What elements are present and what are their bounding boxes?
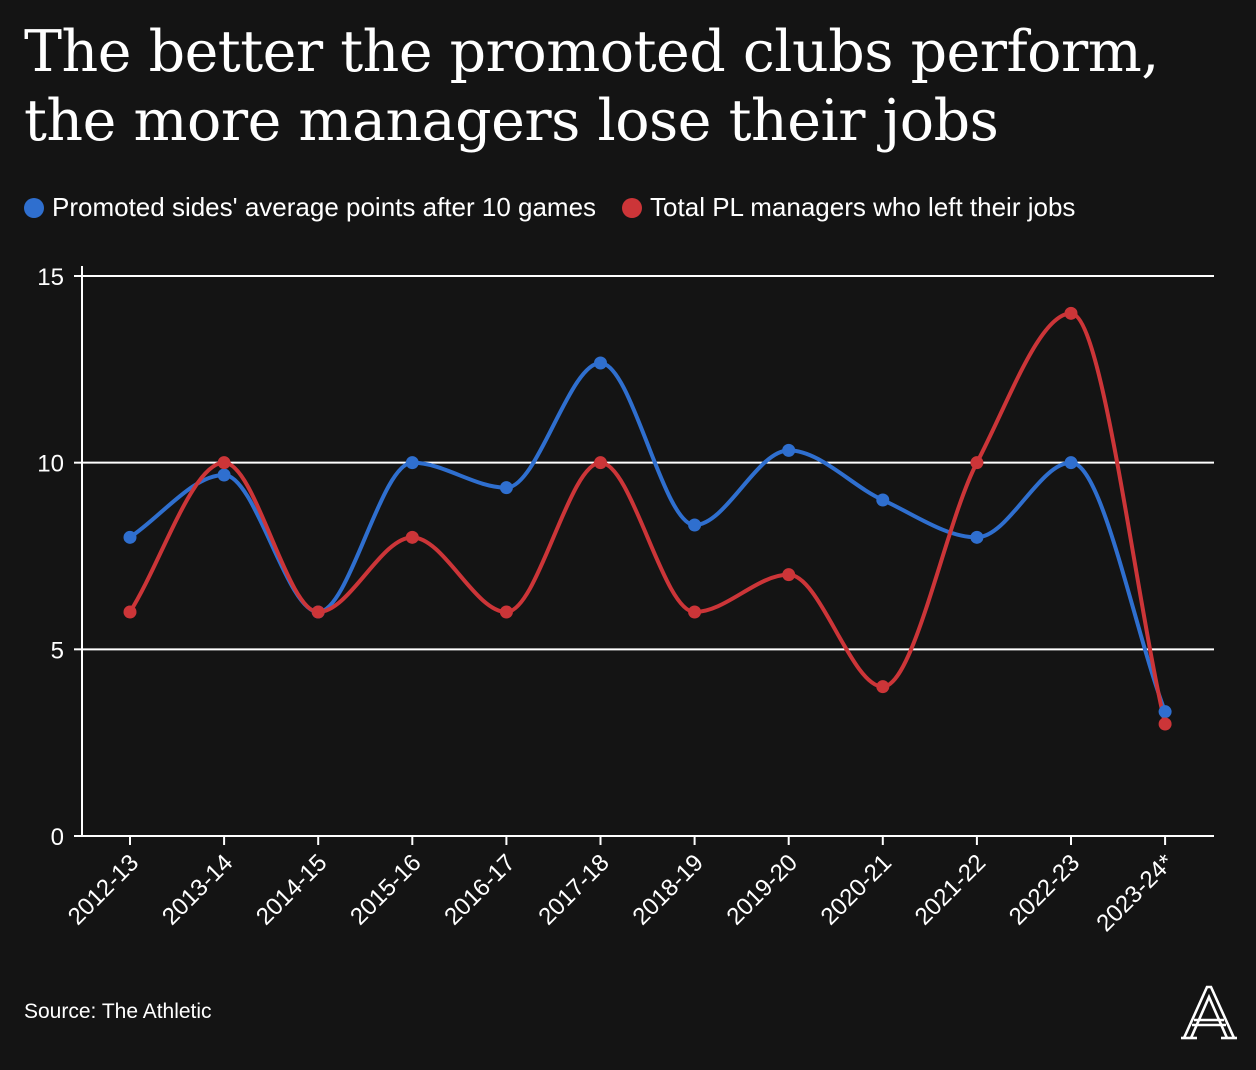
x-tick-label: 2019-20: [722, 849, 803, 930]
legend: Promoted sides' average points after 10 …: [24, 192, 1101, 223]
data-point-managers-left: [405, 530, 419, 544]
data-point-promoted-points: [782, 443, 796, 457]
line-chart: 0 5 10 15 2012-13 2013-14 2014-15 2015-16 2016-1…: [37, 264, 1214, 937]
x-tick-label: 2012-13: [63, 849, 144, 930]
data-point-managers-left: [1064, 306, 1078, 320]
data-point-managers-left: [876, 680, 890, 694]
data-point-promoted-points: [594, 356, 607, 370]
legend-marker-points: [24, 197, 44, 218]
x-tick-label: 2021-22: [910, 849, 991, 930]
data-point-promoted-points: [1158, 705, 1172, 719]
x-tick-label: 2018-19: [627, 849, 708, 930]
data-point-managers-left: [970, 456, 984, 470]
data-point-managers-left: [499, 605, 513, 619]
data-point-managers-left: [688, 605, 702, 619]
legend-item-points: Promoted sides' average points after 10 …: [24, 192, 596, 223]
y-tick-label: 0: [51, 824, 64, 851]
data-point-promoted-points: [405, 456, 419, 470]
data-point-managers-left: [217, 456, 231, 470]
legend-marker-managers: [622, 197, 643, 218]
x-tick-label: 2016-17: [439, 849, 520, 930]
x-tick-label: 2020-21: [816, 849, 897, 930]
source-note: Source: The Athletic: [24, 1000, 212, 1023]
data-point-promoted-points: [970, 530, 984, 544]
the-athletic-logo-icon: [1181, 985, 1237, 1040]
data-point-promoted-points: [876, 493, 890, 507]
data-point-promoted-points: [499, 481, 513, 495]
y-tick-label: 15: [37, 264, 64, 291]
data-point-managers-left: [1158, 717, 1172, 731]
y-tick-label: 10: [37, 451, 64, 478]
series-line-managers-left: [128, 311, 1168, 726]
data-point-managers-left: [123, 605, 137, 619]
legend-label-points: Promoted sides' average points after 10 …: [52, 192, 597, 222]
data-point-promoted-points: [1064, 456, 1078, 470]
x-tick-label: 2015-16: [345, 849, 426, 930]
x-tick-label: 2013-14: [157, 849, 238, 930]
data-point-promoted-points: [217, 468, 231, 482]
chart-title: The better the promoted clubs perform, t…: [24, 19, 1159, 154]
x-tick-label: 2022-23: [1004, 849, 1085, 930]
legend-item-managers: Total PL managers who left their jobs: [622, 192, 1075, 223]
data-point-managers-left: [311, 605, 325, 619]
data-point-managers-left: [782, 568, 796, 582]
data-point-promoted-points: [688, 518, 702, 532]
data-point-managers-left: [594, 456, 607, 470]
x-tick-label: 2014-15: [251, 849, 332, 930]
x-tick-label: 2017-18: [533, 849, 614, 930]
legend-label-managers: Total PL managers who left their jobs: [650, 192, 1076, 222]
x-tick-label: 2023-24*: [1091, 849, 1179, 937]
data-point-promoted-points: [123, 530, 137, 544]
y-tick-label: 5: [51, 637, 64, 664]
